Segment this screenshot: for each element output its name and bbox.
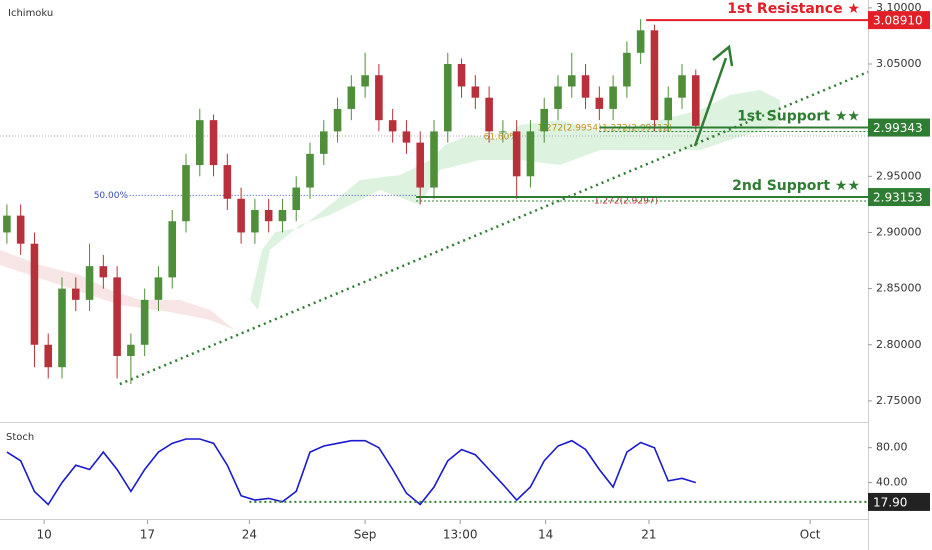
candle-body bbox=[361, 75, 369, 87]
candle-body bbox=[99, 266, 108, 278]
level-label: 2nd Support ★★ bbox=[732, 178, 860, 194]
candle-body bbox=[636, 30, 645, 53]
pane-title: Ichimoku bbox=[8, 8, 53, 19]
plot: 10 17 24 Sep 13:00 14 21 Oct 3.10000 3.05000 2.950… bbox=[3, 1, 930, 542]
ichimoku-cloud bbox=[250, 90, 780, 310]
candle-body bbox=[333, 108, 342, 132]
candle-body bbox=[526, 131, 535, 177]
candle-body bbox=[223, 165, 232, 199]
candle-body bbox=[347, 86, 356, 109]
x-tick-label: 17 bbox=[140, 528, 155, 542]
y-tick-label: 2.95000 bbox=[876, 169, 922, 182]
candle-body bbox=[388, 120, 397, 132]
candle-body bbox=[691, 75, 700, 126]
x-tick-label: 21 bbox=[641, 528, 656, 542]
price-tag-label: 3.08910 bbox=[873, 14, 923, 28]
price-tag-label: 17.90 bbox=[873, 495, 907, 509]
candle-body bbox=[416, 142, 425, 188]
candle-body bbox=[581, 75, 590, 98]
candle-body bbox=[375, 75, 383, 121]
candle-body bbox=[3, 215, 11, 233]
candle-body bbox=[195, 120, 204, 166]
candle-body bbox=[430, 131, 438, 188]
price-tag bbox=[868, 188, 930, 207]
arrow-head bbox=[712, 44, 734, 67]
candle-body bbox=[595, 97, 604, 109]
candle-body bbox=[71, 288, 80, 300]
candle-body bbox=[140, 299, 149, 345]
candle-body bbox=[609, 86, 617, 109]
candle-body bbox=[209, 120, 218, 166]
candle-body bbox=[16, 215, 25, 244]
candle-body bbox=[278, 210, 287, 222]
x-tick-label: Oct bbox=[800, 528, 821, 542]
candle-body bbox=[182, 165, 190, 222]
candle-body bbox=[650, 30, 659, 121]
price-tag-label: 2.99343 bbox=[873, 121, 923, 135]
candle-body bbox=[154, 277, 163, 300]
candle-body bbox=[567, 75, 576, 87]
candle-body bbox=[319, 131, 328, 154]
candle-body bbox=[512, 131, 521, 177]
candle-body bbox=[664, 97, 673, 121]
price-tag bbox=[868, 118, 930, 137]
level-label: 1st Support ★★ bbox=[737, 109, 860, 125]
fib-label: 61.80% bbox=[484, 133, 519, 143]
candle-body bbox=[554, 86, 562, 109]
candle-body bbox=[292, 187, 301, 210]
stoch-line bbox=[6, 438, 697, 506]
x-tick-label: 13:00 bbox=[443, 528, 478, 542]
candle-body bbox=[127, 344, 135, 356]
y-tick-label: 3.05000 bbox=[876, 57, 922, 70]
candle-body bbox=[264, 210, 273, 222]
candle-body bbox=[85, 266, 94, 300]
level-label: 1st Resistance ★ bbox=[727, 1, 860, 17]
x-tick-label: 24 bbox=[242, 528, 257, 542]
y-tick-label: 2.75000 bbox=[876, 394, 922, 407]
candle-body bbox=[58, 288, 66, 368]
ichimoku-cloud-bear bbox=[0, 250, 235, 330]
y-tick-label: 2.80000 bbox=[876, 338, 922, 351]
price-tag bbox=[868, 492, 930, 511]
candle-body bbox=[443, 64, 452, 132]
fib-label: 50.00% bbox=[94, 191, 129, 201]
x-tick-label: 10 bbox=[36, 528, 51, 542]
fib-label: 1.272(2.9954) bbox=[537, 124, 601, 134]
candle-body bbox=[237, 198, 245, 233]
candle-body bbox=[251, 210, 259, 233]
y-tick-label: 2.85000 bbox=[876, 282, 922, 295]
pane-title: Stoch bbox=[6, 432, 34, 443]
y-tick-label: 2.90000 bbox=[876, 225, 922, 238]
candle-body bbox=[44, 344, 53, 368]
candle-body bbox=[499, 131, 507, 133]
candle-body bbox=[471, 86, 480, 98]
candle-body bbox=[457, 64, 466, 87]
candle-body bbox=[30, 243, 39, 345]
y-tick-label: 80.00 bbox=[876, 441, 908, 454]
candle-body bbox=[306, 153, 314, 188]
x-tick-label: 14 bbox=[538, 528, 553, 542]
candle-body bbox=[540, 108, 549, 132]
y-tick-label: 3.10000 bbox=[876, 1, 922, 14]
x-tick-label: Sep bbox=[354, 528, 377, 542]
candle-body bbox=[168, 221, 177, 278]
candle-body bbox=[485, 97, 493, 132]
candle-body bbox=[623, 52, 631, 87]
y-tick-label: 40.00 bbox=[876, 476, 908, 489]
price-tag bbox=[868, 11, 930, 30]
candle-body bbox=[113, 277, 121, 356]
price-tag-label: 2.93153 bbox=[873, 191, 923, 205]
arrow-shaft bbox=[693, 57, 728, 147]
candle-body bbox=[678, 75, 686, 98]
candle-body bbox=[402, 131, 411, 143]
